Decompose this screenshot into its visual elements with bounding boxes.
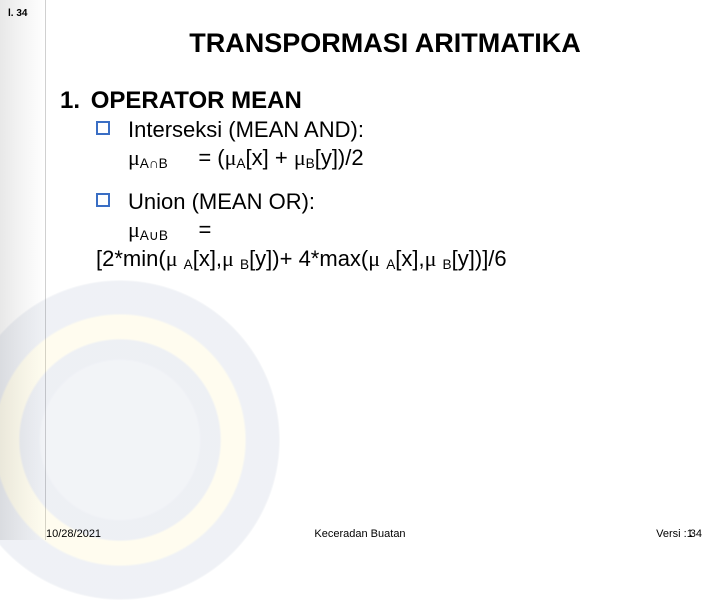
section-label: OPERATOR MEAN [91,87,302,114]
mu-glyph: μ [368,246,380,271]
slide-badge: l. 34 [8,8,27,19]
subscript: A∪B [140,228,168,243]
mu-glyph: μ [128,145,140,170]
formula-text: [2*min( [96,246,166,271]
bullet-label: Interseksi (MEAN AND): [128,117,364,142]
footer-right: Versi : 134 [656,528,702,540]
mu-glyph: μ [128,217,140,242]
formula-text: = ( [198,145,224,170]
formula-text: [x], [193,246,222,271]
formula-text: [y])+ 4*max( [249,246,368,271]
subscript: A [184,257,193,272]
subscript: A [386,257,395,272]
subscript: B [443,257,452,272]
content-area: TRANSPORMASI ARITMATIKA 1. OPERATOR MEAN… [60,28,690,272]
formula-text: [x] + [246,145,294,170]
subscript: A [236,156,245,171]
subscript: B [306,156,315,171]
formula-text: = [199,217,212,242]
section-row: 1. OPERATOR MEAN [60,87,690,115]
body-block: Interseksi (MEAN AND): μA∩B = (μA[x] + μ… [96,117,690,272]
formula-line2: [2*min(μ A[x],μ B[y])+ 4*max(μ A[x],μ B[… [96,246,690,272]
section-number: 1. [60,87,80,114]
square-bullet-icon [96,193,110,207]
footer-center: Keceradan Buatan [0,528,720,540]
mu-glyph: μ [166,246,178,271]
formula-text: [y])/2 [315,145,364,170]
square-bullet-icon [96,121,110,135]
mu-glyph: μ [425,246,437,271]
bullet-item: Union (MEAN OR): [96,189,690,215]
subscript: B [240,257,249,272]
formula-text: [y])]/6 [452,246,507,271]
subscript: A∩B [140,156,168,171]
mu-glyph: μ [294,145,306,170]
footer-page-overlay: 1 [687,528,693,540]
footer-page-wrap: 134 [690,528,702,540]
bullet-item: Interseksi (MEAN AND): [96,117,690,143]
mu-glyph: μ [225,145,237,170]
slide-title: TRANSPORMASI ARITMATIKA [80,28,690,59]
formula-text: [x], [395,246,424,271]
slide-edge [0,0,46,540]
footer-version-label: Versi : [656,528,690,540]
formula-row: μA∩B = (μA[x] + μB[y])/2 [96,145,690,171]
bullet-label: Union (MEAN OR): [128,189,315,214]
mu-glyph: μ [222,246,234,271]
formula-row: μA∪B = [96,217,690,244]
